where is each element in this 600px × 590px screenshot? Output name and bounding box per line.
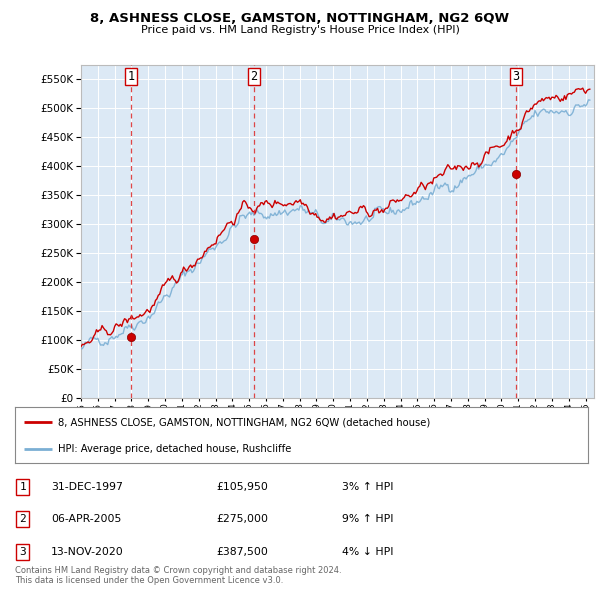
Text: 31-DEC-1997: 31-DEC-1997 — [51, 482, 123, 491]
Text: 13-NOV-2020: 13-NOV-2020 — [51, 547, 124, 556]
Text: 1: 1 — [19, 482, 26, 491]
Text: £105,950: £105,950 — [216, 482, 268, 491]
Text: 3: 3 — [512, 70, 520, 83]
Text: HPI: Average price, detached house, Rushcliffe: HPI: Average price, detached house, Rush… — [58, 444, 292, 454]
Text: 2: 2 — [250, 70, 257, 83]
Text: Contains HM Land Registry data © Crown copyright and database right 2024.
This d: Contains HM Land Registry data © Crown c… — [15, 566, 341, 585]
Text: 1: 1 — [128, 70, 135, 83]
Text: 06-APR-2005: 06-APR-2005 — [51, 514, 121, 524]
Text: 4% ↓ HPI: 4% ↓ HPI — [342, 547, 394, 556]
Text: 8, ASHNESS CLOSE, GAMSTON, NOTTINGHAM, NG2 6QW (detached house): 8, ASHNESS CLOSE, GAMSTON, NOTTINGHAM, N… — [58, 417, 430, 427]
Text: £387,500: £387,500 — [216, 547, 268, 556]
Text: 9% ↑ HPI: 9% ↑ HPI — [342, 514, 394, 524]
Text: £275,000: £275,000 — [216, 514, 268, 524]
Text: 8, ASHNESS CLOSE, GAMSTON, NOTTINGHAM, NG2 6QW: 8, ASHNESS CLOSE, GAMSTON, NOTTINGHAM, N… — [91, 12, 509, 25]
Text: 3% ↑ HPI: 3% ↑ HPI — [342, 482, 394, 491]
Text: 3: 3 — [19, 547, 26, 556]
Text: Price paid vs. HM Land Registry's House Price Index (HPI): Price paid vs. HM Land Registry's House … — [140, 25, 460, 35]
Text: 2: 2 — [19, 514, 26, 524]
